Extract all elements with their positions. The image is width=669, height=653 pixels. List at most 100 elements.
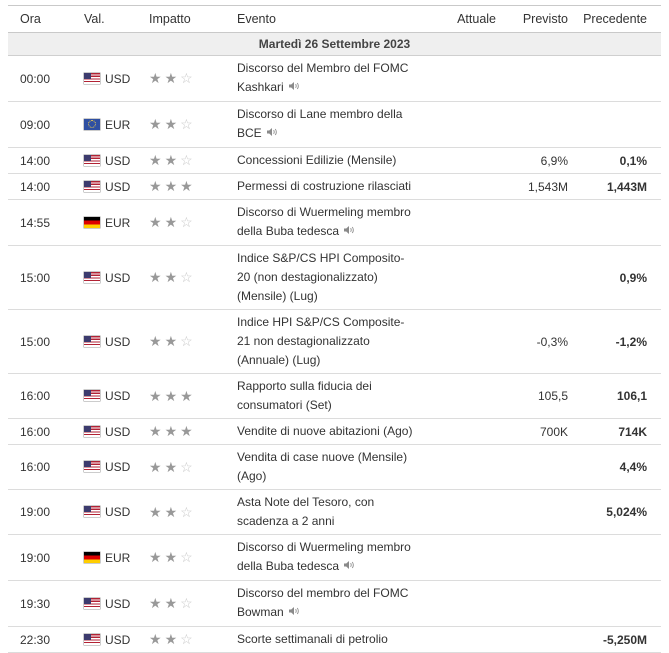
table-row[interactable]: 14:55 EUR ★★☆ Discorso di Wuermeling membro… (8, 199, 661, 246)
event-name[interactable]: Discorso del membro del FOMC Bowman (237, 580, 425, 627)
star-filled-icon: ★ (164, 333, 181, 349)
event-actual (425, 626, 498, 653)
impact-rating: ★★☆ (149, 199, 237, 246)
event-forecast: 700K (498, 418, 568, 445)
star-empty-icon: ☆ (180, 269, 196, 285)
event-name[interactable]: Discorso di Lane membro della BCE (237, 101, 425, 148)
currency-code: EUR (105, 550, 131, 565)
event-forecast (498, 199, 568, 246)
event-previous: 714K (568, 418, 661, 445)
eu-flag-icon (84, 118, 100, 130)
event-name[interactable]: Asta Note del Tesoro, con scadenza a 2 an… (237, 489, 425, 535)
event-name-line: Rapporto sulla fiducia dei (237, 379, 372, 393)
us-flag-icon (84, 271, 100, 283)
header-forecast[interactable]: Previsto (498, 6, 568, 33)
event-time: 15:00 (8, 309, 84, 374)
event-name-line: Bowman (237, 605, 284, 619)
header-previous[interactable]: Precedente (568, 6, 661, 33)
us-flag-icon (84, 597, 100, 609)
currency-code: USD (105, 179, 131, 194)
currency-code: USD (105, 596, 131, 611)
table-row[interactable]: 16:00 USD ★★★ Rapporto sulla fiducia dei con… (8, 373, 661, 419)
event-name-line: Discorso di Wuermeling membro (237, 540, 411, 554)
event-time: 09:00 (8, 101, 84, 148)
event-name-line: Discorso del Membro del FOMC (237, 61, 409, 75)
table-row[interactable]: 15:00 USD ★★☆ Indice HPI S&P/CS Composite- 2… (8, 309, 661, 374)
table-row[interactable]: 15:00 USD ★★☆ Indice S&P/CS HPI Composito- 2… (8, 245, 661, 310)
impact-rating: ★★☆ (149, 55, 237, 102)
impact-rating: ★★☆ (149, 245, 237, 310)
table-row[interactable]: 09:00 EUR ★★☆ Discorso di Lane membro della… (8, 101, 661, 148)
impact-rating: ★★☆ (149, 626, 237, 653)
event-forecast (498, 245, 568, 310)
event-name[interactable]: Permessi di costruzione rilasciati (237, 173, 425, 200)
impact-rating: ★★☆ (149, 489, 237, 535)
star-empty-icon: ☆ (180, 70, 196, 86)
star-empty-icon: ☆ (180, 116, 196, 132)
star-filled-icon: ★ (164, 423, 181, 439)
event-time: 19:30 (8, 580, 84, 627)
star-filled-icon: ★ (149, 387, 165, 404)
event-forecast: 6,9% (498, 147, 568, 174)
event-name[interactable]: Indice HPI S&P/CS Composite- 21 non desta… (237, 309, 425, 374)
table-row[interactable]: 19:00 USD ★★☆ Asta Note del Tesoro, con scad… (8, 489, 661, 535)
event-previous: 1,443M (568, 173, 661, 200)
event-name-line: (Ago) (237, 469, 267, 483)
event-previous (568, 580, 661, 627)
table-row[interactable]: 00:00 USD ★★☆ Discorso del Membro del FOMC K… (8, 55, 661, 102)
event-currency: USD (84, 373, 149, 419)
event-currency: USD (84, 147, 149, 174)
event-previous (568, 101, 661, 148)
event-name[interactable]: Concessioni Edilizie (Mensile) (237, 147, 425, 174)
us-flag-icon (84, 633, 100, 645)
star-empty-icon: ☆ (180, 503, 196, 520)
event-name[interactable]: Indice S&P/CS HPI Composito- 20 (non dest… (237, 245, 425, 310)
event-previous: 106,1 (568, 373, 661, 419)
header-currency[interactable]: Val. (84, 6, 149, 33)
event-name[interactable]: Discorso di Wuermeling membro della Buba … (237, 534, 425, 581)
event-previous: 0,1% (568, 147, 661, 174)
star-filled-icon: ★ (164, 387, 181, 404)
impact-rating: ★★☆ (149, 534, 237, 581)
event-previous: -5,250M (568, 626, 661, 653)
header-time[interactable]: Ora (8, 6, 84, 33)
header-actual[interactable]: Attuale (425, 6, 498, 33)
us-flag-icon (84, 335, 100, 347)
event-time: 15:00 (8, 245, 84, 310)
event-name[interactable]: Discorso di Wuermeling membro della Buba … (237, 199, 425, 246)
star-filled-icon: ★ (149, 70, 165, 86)
table-row[interactable]: 19:00 EUR ★★☆ Discorso di Wuermeling membro… (8, 534, 661, 581)
event-name[interactable]: Vendita di case nuove (Mensile) (Ago) (237, 444, 425, 490)
star-filled-icon: ★ (164, 458, 181, 475)
table-row[interactable]: 22:30 USD ★★☆ Scorte settimanali di petroli… (8, 626, 661, 653)
speaker-icon (343, 558, 355, 577)
star-empty-icon: ☆ (180, 595, 196, 611)
event-previous (568, 55, 661, 102)
table-row[interactable]: 16:00 USD ★★★ Vendite di nuove abitazioni (… (8, 418, 661, 445)
event-forecast (498, 55, 568, 102)
event-name[interactable]: Vendite di nuove abitazioni (Ago) (237, 418, 425, 445)
event-name-line: scadenza a 2 anni (237, 514, 335, 528)
event-name[interactable]: Discorso del Membro del FOMC Kashkari (237, 55, 425, 102)
table-row[interactable]: 16:00 USD ★★☆ Vendita di case nuove (Mensil… (8, 444, 661, 490)
impact-rating: ★★☆ (149, 147, 237, 174)
event-name-line: BCE (237, 126, 262, 140)
table-row[interactable]: 14:00 USD ★★☆ Concessioni Edilizie (Mensile… (8, 147, 661, 174)
table-row[interactable]: 19:30 USD ★★☆ Discorso del membro del FOMC B… (8, 580, 661, 627)
currency-code: EUR (105, 215, 131, 230)
header-impact[interactable]: Impatto (149, 6, 237, 33)
event-time: 14:00 (8, 147, 84, 174)
header-event[interactable]: Evento (237, 6, 425, 33)
us-flag-icon (84, 506, 100, 517)
event-previous (568, 534, 661, 581)
de-flag-icon (84, 216, 100, 228)
event-name[interactable]: Scorte settimanali di petrolio (237, 626, 425, 653)
star-filled-icon: ★ (149, 631, 165, 647)
event-currency: USD (84, 418, 149, 445)
event-name-line: Scorte settimanali di petrolio (237, 632, 388, 646)
event-name[interactable]: Rapporto sulla fiducia dei consumatori (S… (237, 373, 425, 419)
table-row[interactable]: 14:00 USD ★★★ Permessi di costruzione rilas… (8, 173, 661, 200)
event-currency: USD (84, 309, 149, 374)
star-filled-icon: ★ (149, 116, 165, 132)
event-time: 19:00 (8, 489, 84, 535)
